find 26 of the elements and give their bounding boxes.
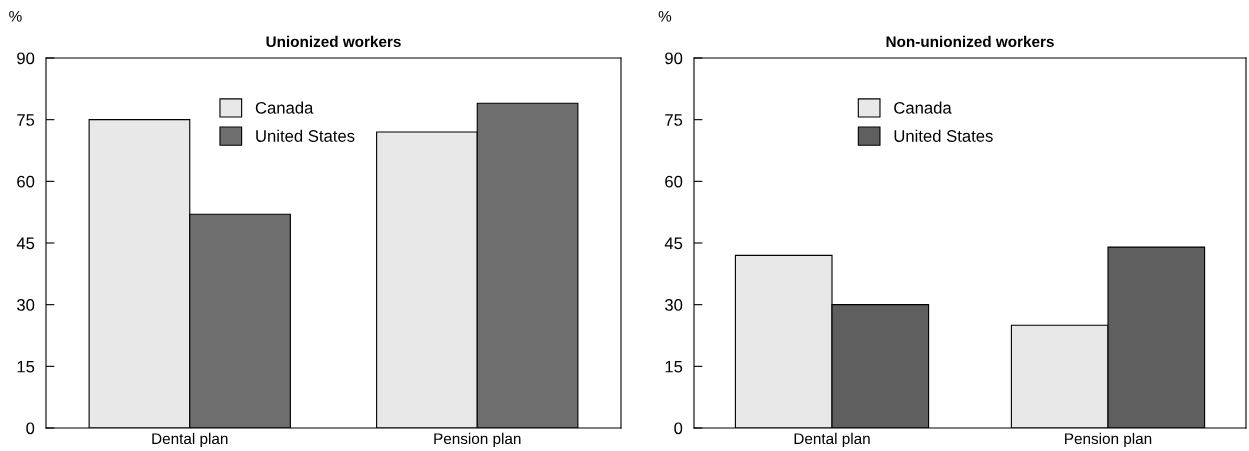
- legend-label: Canada: [255, 101, 314, 114]
- y-tick-label: 0: [26, 422, 35, 435]
- x-tick-label: Dental plan: [794, 432, 870, 448]
- chart-title: Non-unionized workers: [886, 35, 1054, 48]
- y-tick-label: 30: [664, 299, 683, 311]
- y-tick-label: 15: [665, 360, 683, 373]
- y-tick-label: 75: [665, 114, 683, 126]
- legend-label: United States: [256, 129, 355, 142]
- y-tick-label: 30: [16, 299, 35, 311]
- y-tick-label: 90: [665, 52, 683, 65]
- x-tick-label: Dental plan: [152, 432, 228, 448]
- x-tick-label: Pension plan: [1065, 432, 1152, 448]
- y-tick-label: 15: [17, 360, 35, 373]
- y-tick-label: 45: [664, 237, 683, 250]
- y-tick-label: 75: [17, 114, 35, 126]
- y-tick-label: 0: [674, 422, 683, 435]
- y-axis-title: %: [658, 10, 672, 22]
- y-tick-label: 45: [16, 237, 35, 250]
- y-axis-title: %: [9, 10, 22, 22]
- y-tick-label: 60: [17, 175, 35, 188]
- y-tick-label: 60: [665, 175, 683, 188]
- y-tick-label: 90: [17, 52, 35, 65]
- chart-title: Unionized workers: [266, 35, 401, 48]
- x-tick-label: Pension plan: [434, 432, 521, 448]
- legend-label: United States: [894, 129, 993, 142]
- legend-label: Canada: [894, 101, 952, 114]
